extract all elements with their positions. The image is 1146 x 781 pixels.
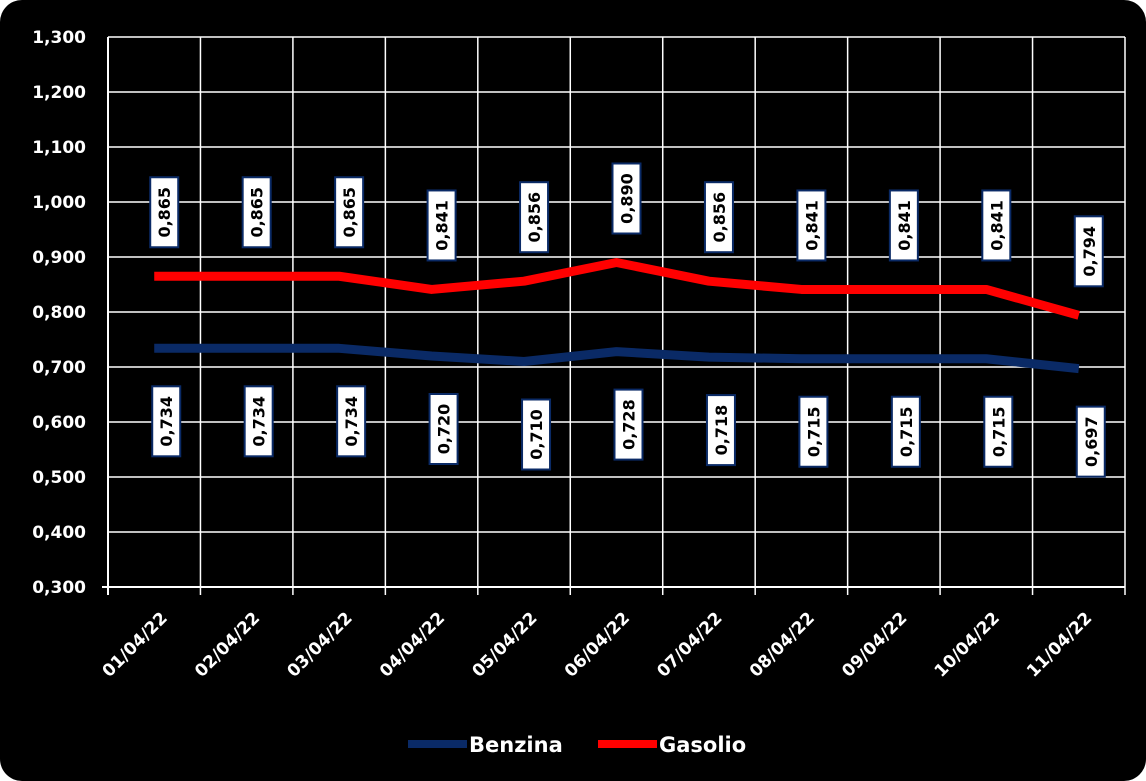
y-tick-label: 0,400 [32, 523, 86, 543]
data-label-benzina-box [151, 385, 182, 458]
data-label-benzina: 0,734 [250, 396, 269, 447]
legend-label-gasolio: Gasolio [659, 733, 746, 757]
y-tick-label: 0,900 [32, 248, 86, 268]
y-tick-label: 0,800 [32, 303, 86, 323]
y-tick-label: 0,300 [32, 578, 86, 598]
data-label-benzina-box [983, 395, 1014, 468]
x-tick-label: 03/04/22 [284, 608, 357, 681]
y-tick-label: 1,200 [32, 83, 86, 103]
y-tick-label: 1,300 [32, 28, 86, 48]
data-label-benzina: 0,728 [620, 399, 639, 450]
x-tick-label: 01/04/22 [99, 608, 172, 681]
data-label-benzina-box [336, 385, 367, 458]
data-label-gasolio: 0,865 [248, 187, 267, 238]
data-label-gasolio-box [334, 176, 365, 249]
x-tick-label: 10/04/22 [931, 608, 1004, 681]
y-tick-label: 0,700 [32, 358, 86, 378]
x-tick-label: 05/04/22 [468, 608, 541, 681]
data-label-gasolio-box [981, 189, 1012, 262]
data-label-gasolio: 0,865 [155, 187, 174, 238]
data-label-benzina-box [798, 395, 829, 468]
data-label-gasolio-box [1073, 215, 1104, 288]
x-tick-label: 06/04/22 [561, 608, 634, 681]
data-label-gasolio-box [888, 189, 919, 262]
data-label-gasolio: 0,856 [525, 192, 544, 243]
data-label-benzina: 0,734 [342, 396, 361, 447]
data-label-gasolio: 0,841 [433, 200, 452, 251]
y-tick-label: 0,500 [32, 468, 86, 488]
data-label-benzina: 0,715 [989, 406, 1008, 457]
data-label-gasolio: 0,890 [618, 173, 637, 224]
x-tick-label: 07/04/22 [653, 608, 726, 681]
data-label-gasolio: 0,841 [802, 200, 821, 251]
y-tick-label: 0,600 [32, 413, 86, 433]
data-label-benzina: 0,734 [157, 396, 176, 447]
x-tick-label: 04/04/22 [376, 608, 449, 681]
data-label-gasolio: 0,856 [710, 192, 729, 243]
data-label-benzina: 0,718 [712, 405, 731, 456]
data-label-benzina: 0,715 [804, 406, 823, 457]
y-tick-label: 1,100 [32, 138, 86, 158]
data-label-gasolio: 0,841 [987, 200, 1006, 251]
data-label-gasolio-box [611, 162, 642, 235]
data-label-gasolio-box [703, 181, 734, 254]
data-label-gasolio-box [796, 189, 827, 262]
data-label-benzina: 0,720 [435, 404, 454, 455]
data-label-benzina-box [890, 395, 921, 468]
data-label-benzina-box [428, 393, 459, 465]
y-tick-label: 1,000 [32, 193, 86, 213]
data-label-gasolio-box [426, 189, 457, 262]
x-tick-label: 08/04/22 [746, 608, 819, 681]
data-label-gasolio: 0,841 [895, 200, 914, 251]
data-label-gasolio-box [519, 181, 550, 254]
data-label-benzina-box [521, 398, 552, 471]
data-label-benzina: 0,710 [527, 409, 546, 460]
data-label-gasolio-box [241, 176, 272, 249]
data-label-benzina: 0,715 [897, 406, 916, 457]
data-label-gasolio-box [149, 176, 180, 249]
x-tick-label: 09/04/22 [838, 608, 911, 681]
legend-label-benzina: Benzina [469, 733, 563, 757]
data-label-gasolio: 0,794 [1080, 226, 1099, 277]
x-tick-label: 11/04/22 [1023, 608, 1096, 681]
x-tick-label: 02/04/22 [191, 608, 264, 681]
data-label-benzina: 0,697 [1082, 416, 1101, 467]
series-line-gasolio [154, 258, 1080, 320]
data-label-benzina-box [243, 385, 274, 458]
data-label-benzina-box [1075, 405, 1106, 478]
data-label-benzina-box [705, 394, 736, 467]
series-line-benzina [154, 343, 1080, 374]
data-label-gasolio: 0,865 [340, 187, 359, 238]
data-label-benzina-box [613, 388, 644, 461]
